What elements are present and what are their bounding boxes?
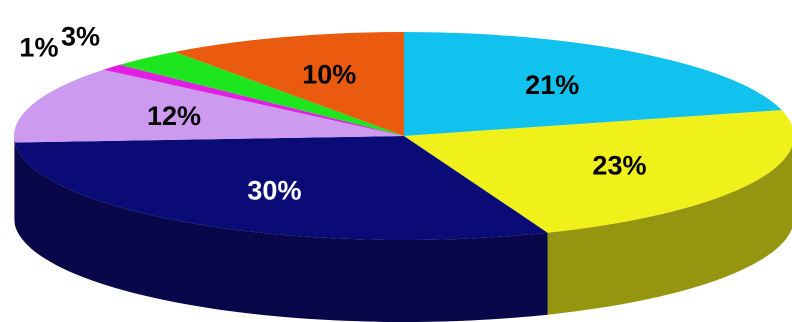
pie-slice-23pct [404,110,792,233]
pie-side-23pct [547,146,792,315]
pie-side-30pct [14,142,548,322]
pie-slice-21pct [404,32,782,136]
pie-label-12pct: 12% [147,101,201,131]
pie-slice-10pct [174,31,404,136]
pie-label-1pct: 1% [19,32,58,62]
pie-data-labels: 21% 23% 30% 12% 1% 3% 10% [19,21,646,205]
pie-slice-30pct [14,136,548,241]
pie-slice-3pct [119,51,404,136]
pie-label-30pct: 30% [247,175,301,205]
pie-slice-12pct [14,69,404,143]
pie-side-walls [14,136,792,322]
pie-label-21pct: 21% [525,70,579,100]
pie-top-faces [14,31,792,241]
pie-side-12pct [14,136,15,225]
pie-label-3pct: 3% [61,21,100,51]
pie-label-23pct: 23% [592,150,646,180]
pie-label-10pct: 10% [302,60,356,90]
pie-slice-1pct [103,64,404,136]
